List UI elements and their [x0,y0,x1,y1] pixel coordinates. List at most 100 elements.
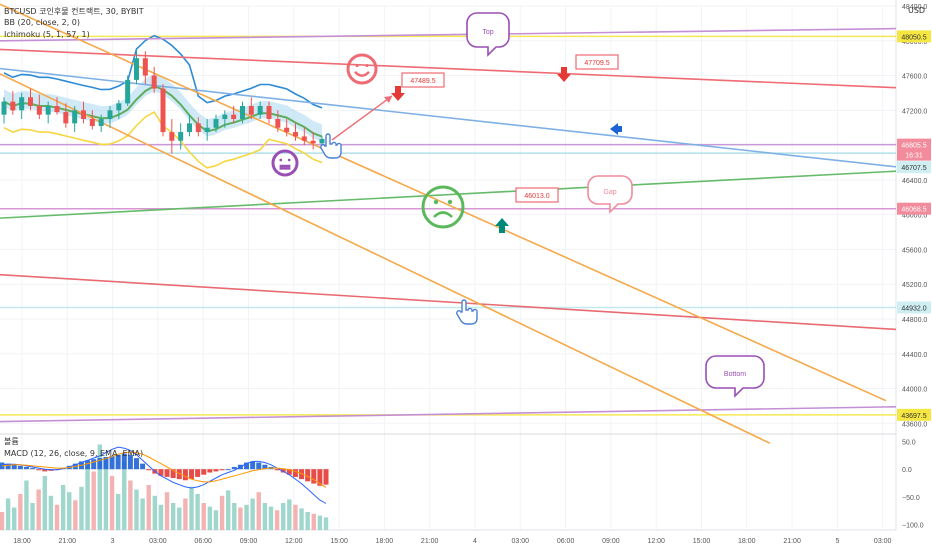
volume-bar [183,498,188,530]
macd-histogram-bar [176,469,182,480]
gap-callout-label: Gap [603,189,616,196]
macd-histogram-bar [207,469,213,473]
time-tick-label: 21:00 [421,538,439,545]
price-badge: 46707.5 [897,161,931,174]
price-note-47489-label: 47489.5 [410,78,435,85]
volume-bar [85,467,90,530]
candle-body [1,101,7,115]
price-tick-label: 43600.0 [902,421,927,428]
volume-bar [60,485,66,530]
time-tick-label: 06:00 [194,538,212,545]
volume-bar [54,504,60,530]
candle-body [301,136,307,141]
volume-bar [219,495,225,530]
candle-body [142,58,148,76]
price-tick-label: 44000.0 [902,387,927,394]
candle-body [195,123,201,133]
trend-line [0,170,897,219]
candle-body [187,123,192,133]
macd-legend: MACD (12, 26, close, 9, EMA, EMA) [4,449,144,458]
price-badge-label: 16:31 [905,153,923,160]
macd-histogram-bar [219,469,225,471]
volume-bar [24,480,29,530]
time-tick-label: 18:00 [376,538,394,545]
volume-bar [48,495,54,530]
macd-histogram-bar [189,469,195,480]
candle-body [240,105,245,120]
price-badge: 43697.5 [897,408,931,421]
volume-bar [201,503,206,530]
candle-body [310,140,316,144]
bottom-callout-label: Bottom [724,371,746,378]
time-tick-label: 09:00 [240,538,258,545]
volume-bar [305,512,310,530]
volume-bar [256,492,261,530]
macd-histogram-bar [97,458,103,470]
time-tick-label: 15:00 [693,538,711,545]
time-tick-label: 12:00 [285,538,303,545]
volume-bar [0,512,5,530]
sad-face-icon [421,185,465,229]
volume-bar [268,506,274,530]
candle-body [36,105,42,115]
volume-bar [207,506,213,530]
price-tick-label: 45200.0 [902,282,927,289]
macd-histogram-bar [274,469,280,471]
price-badge-label: 46805.5 [901,143,926,150]
volume-bar [238,507,243,530]
candle-body [204,127,210,133]
trend-line [0,405,897,423]
volume-bar [317,515,323,530]
volume-bar [42,476,47,530]
price-tick-label: 47600.0 [902,74,927,81]
macd-histogram-bar [115,454,121,470]
volume-bar [189,486,194,530]
top-callout-label: Top [482,29,493,36]
happy-face-icon [346,53,378,85]
macd-histogram-bar [311,469,317,484]
time-tick-label: 5 [835,538,839,545]
volume-bar [225,490,231,530]
price-badge: 44932.0 [897,301,931,314]
volume-bar [91,471,96,530]
macd-histogram-bar [244,462,250,470]
volume-bar [128,480,133,530]
macd-histogram-bar [213,469,219,472]
time-tick-label: 4 [473,538,477,545]
volume-bar [12,507,17,530]
volume-bar [213,510,219,530]
macd-histogram-bar [231,466,237,470]
time-tick-label: 03:00 [874,538,892,545]
volume-bar [146,485,151,530]
macd-histogram-bar [158,469,164,476]
volume-bar [97,444,103,530]
macd-histogram-bar [91,459,97,470]
macd-histogram-bar [195,469,201,477]
projection-arrow-head [384,96,392,103]
price-badge-label: 43697.5 [901,413,926,420]
down-arrow-icon [391,86,405,101]
volume-bar [287,499,292,530]
macd-tick-label: −100.0 [902,522,924,529]
time-tick-label: 03:00 [149,538,167,545]
price-badge: 46805.5 [897,138,931,151]
volume-bar [170,503,176,530]
volume-bar [195,494,200,530]
candle-body [98,119,104,126]
candle-body [72,110,78,124]
price-note-47489: 47489.5 [401,72,445,88]
volume-bar [140,498,145,530]
candle-body [222,114,228,120]
candle-body [257,105,263,115]
candle-body [231,114,237,120]
macd-histogram-bar [323,469,329,485]
price-note-46013-label: 46013.0 [524,193,549,200]
candle-body [213,119,219,128]
candle-body [116,103,122,111]
price-badge: 16:31 [897,148,931,161]
time-tick-label: 21:00 [783,538,801,545]
volume-bar [67,492,72,530]
macd-tick-label: −50.0 [902,495,920,502]
